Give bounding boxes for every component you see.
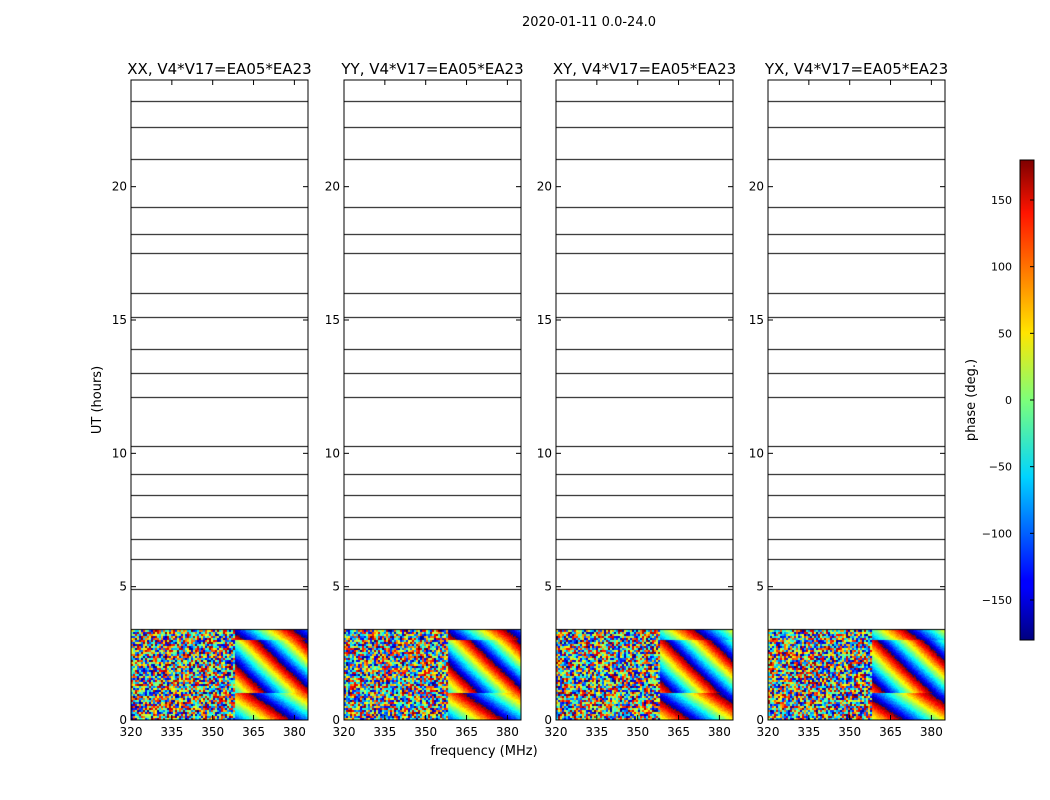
- colorbar-tick-label: 100: [991, 261, 1012, 274]
- colorbar-ticks: 150 100 50 0 −50 −100 −150: [982, 194, 1034, 607]
- x-tick-label: 365: [667, 725, 690, 739]
- y-tick-label: 5: [332, 580, 340, 594]
- x-tick-label: 320: [545, 725, 568, 739]
- y-tick-label: 0: [544, 713, 552, 727]
- y-tick-label: 5: [544, 580, 552, 594]
- panels: XX, V4*V17=EA05*EA23 320 335 350 365 380 0 5 10 1…: [112, 60, 948, 739]
- x-tick-label: 350: [414, 725, 437, 739]
- x-tick-label: 380: [920, 725, 943, 739]
- x-tick-label: 380: [708, 725, 731, 739]
- colorbar-tick-label: −100: [982, 527, 1012, 540]
- x-tick-label: 350: [626, 725, 649, 739]
- colorbar-tick-label: −150: [982, 594, 1012, 607]
- x-axis-label: frequency (MHz): [430, 744, 537, 759]
- x-tick-label: 365: [455, 725, 478, 739]
- panel-title: XY, V4*V17=EA05*EA23: [553, 60, 736, 78]
- colorbar-tick-label: 0: [1005, 394, 1012, 407]
- y-tick-label: 20: [537, 180, 552, 194]
- x-tick-label: 335: [373, 725, 396, 739]
- panel-3: XY, V4*V17=EA05*EA23 320 335 350 365 380 0 5 10 1…: [537, 60, 736, 739]
- colorbar-tick-label: −50: [989, 461, 1012, 474]
- x-tick-label: 320: [333, 725, 356, 739]
- y-tick-label: 15: [112, 313, 127, 327]
- y-tick-label: 10: [749, 446, 764, 460]
- panel-title: XX, V4*V17=EA05*EA23: [127, 60, 311, 78]
- phase-heatmap: [131, 80, 308, 720]
- colorbar: 150 100 50 0 −50 −100 −150 phase (deg.): [964, 159, 1035, 641]
- x-tick-label: 320: [120, 725, 143, 739]
- phase-heatmap: [768, 80, 945, 720]
- x-tick-label: 380: [283, 725, 306, 739]
- x-tick-label: 365: [242, 725, 265, 739]
- x-tick-label: 365: [879, 725, 902, 739]
- panel-title: YX, V4*V17=EA05*EA23: [764, 60, 948, 78]
- y-tick-label: 10: [537, 446, 552, 460]
- plot-frame: [343, 79, 522, 721]
- x-tick-label: 335: [797, 725, 820, 739]
- y-tick-label: 0: [119, 713, 127, 727]
- y-tick-label: 0: [756, 713, 764, 727]
- x-tick-label: 320: [757, 725, 780, 739]
- y-tick-label: 20: [749, 180, 764, 194]
- y-tick-label: 5: [756, 580, 764, 594]
- panel-1: XX, V4*V17=EA05*EA23 320 335 350 365 380 0 5 10 1…: [112, 60, 312, 739]
- plot-frame: [555, 79, 734, 721]
- x-tick-label: 350: [201, 725, 224, 739]
- plot-frame: [767, 79, 946, 721]
- plot-frame: [130, 79, 309, 721]
- phase-heatmap: [556, 80, 733, 720]
- y-tick-label: 20: [325, 180, 340, 194]
- x-tick-label: 380: [496, 725, 519, 739]
- colorbar-tick-label: 150: [991, 194, 1012, 207]
- panel-2: YY, V4*V17=EA05*EA23 320 335 350 365 380 0 5 10 1…: [325, 60, 524, 739]
- y-tick-label: 10: [112, 446, 127, 460]
- y-tick-label: 5: [119, 580, 127, 594]
- colorbar-label: phase (deg.): [964, 359, 979, 441]
- colorbar-tick-label: 50: [998, 327, 1012, 340]
- y-axis-label: UT (hours): [90, 366, 105, 434]
- y-tick-label: 0: [332, 713, 340, 727]
- x-tick-label: 350: [838, 725, 861, 739]
- panel-title: YY, V4*V17=EA05*EA23: [340, 60, 523, 78]
- panel-4: YX, V4*V17=EA05*EA23 320 335 350 365 380 0 5 10 1…: [749, 60, 948, 739]
- y-tick-label: 20: [112, 180, 127, 194]
- y-tick-label: 15: [749, 313, 764, 327]
- x-tick-label: 335: [585, 725, 608, 739]
- y-tick-label: 15: [537, 313, 552, 327]
- y-tick-label: 10: [325, 446, 340, 460]
- x-tick-label: 335: [160, 725, 183, 739]
- y-tick-label: 15: [325, 313, 340, 327]
- phase-heatmap: [344, 80, 521, 720]
- figure-title: 2020-01-11 0.0-24.0: [522, 15, 656, 30]
